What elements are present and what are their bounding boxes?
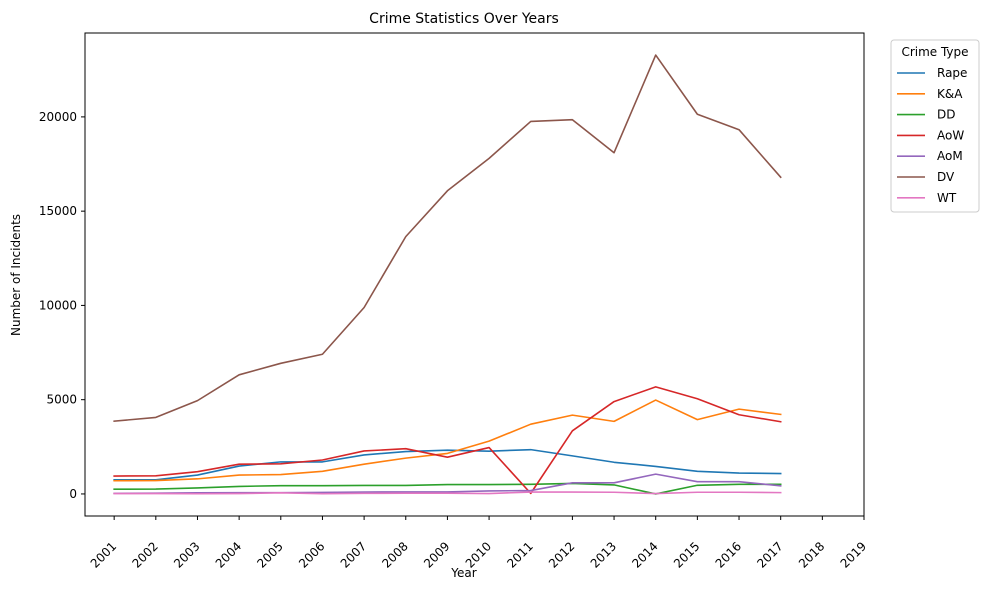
chart-title: Crime Statistics Over Years xyxy=(369,11,559,27)
plot-lines xyxy=(113,54,782,495)
y-axis: 0 5000 10000 15000 20000 xyxy=(39,110,85,501)
series-line-aom xyxy=(113,473,782,495)
legend-items: Rape K&A DD AoW AoM DV WT xyxy=(897,66,967,205)
legend-label: Rape xyxy=(937,66,967,80)
y-tick-label: 20000 xyxy=(39,110,77,124)
legend-label: K&A xyxy=(937,87,963,101)
series-line-aow xyxy=(113,386,782,495)
y-tick-label: 10000 xyxy=(39,298,77,312)
x-axis-label: Year xyxy=(450,566,476,580)
series-line-k-a xyxy=(113,399,782,482)
y-tick-label: 5000 xyxy=(46,393,77,407)
series-line-dv xyxy=(113,54,782,423)
series-line-dd xyxy=(113,482,782,495)
plot-frame xyxy=(84,32,865,517)
legend-frame xyxy=(890,39,980,213)
y-tick-label: 15000 xyxy=(39,204,77,218)
legend-label: DD xyxy=(937,108,955,122)
legend-label: AoW xyxy=(937,128,964,142)
y-axis-label: Number of Incidents xyxy=(9,214,23,336)
series-line-wt xyxy=(113,491,782,495)
legend-label: WT xyxy=(937,191,957,205)
legend-title: Crime Type xyxy=(901,45,968,59)
legend-label: DV xyxy=(937,170,955,184)
legend: Crime Type Rape K&A DD AoW AoM DV WT xyxy=(890,39,980,213)
y-tick-label: 0 xyxy=(69,487,77,501)
legend-label: AoM xyxy=(937,149,963,163)
series-line-rape xyxy=(113,448,782,481)
